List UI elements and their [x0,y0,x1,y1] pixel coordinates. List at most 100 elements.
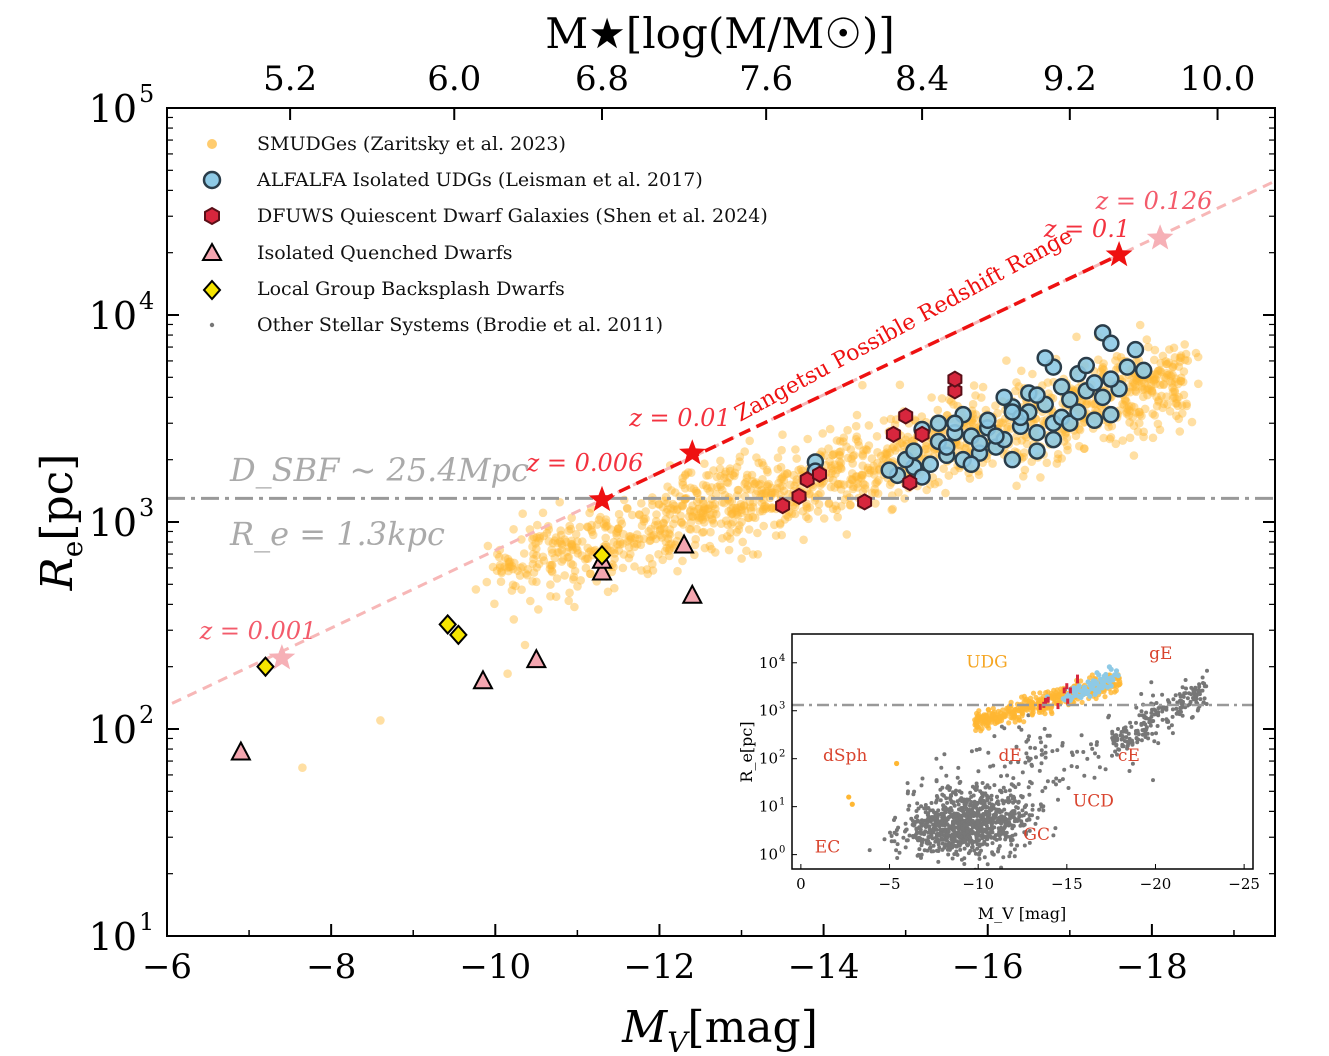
smudges-point [1134,407,1144,417]
smudges-point [678,473,687,483]
smudges-point [848,459,857,468]
smudges-point [1063,445,1072,455]
smudges-point [707,483,716,492]
inset-gc-point [934,835,939,840]
inset-gc-point [939,820,944,825]
annotation-z0126: z = 0.126 [1095,187,1213,215]
smudges-point [946,397,956,406]
inset-ge-point [1197,692,1202,697]
smudges-point [852,472,862,481]
inset-misc-point [912,822,917,827]
top-tick-label: 6.8 [575,59,629,99]
inset-alfalfa-point [1103,671,1109,678]
smudges-point [774,478,783,488]
smudges-point [744,525,754,534]
smudges-point [748,502,758,512]
smudges-point [867,488,877,498]
smudges-point [859,479,868,489]
smudges-point [490,599,499,609]
smudges-point [493,549,502,559]
inset-udg-point [976,708,982,714]
inset-gc-point [938,798,943,803]
smudges-point [873,448,882,457]
smudges-point [564,526,574,535]
smudges-point [1129,451,1139,460]
inset-gc-point [958,847,963,852]
smudges-point [849,451,859,460]
inset-misc-point [974,747,979,752]
smudges-point [788,501,798,510]
x-tick-label: −6 [142,947,192,987]
smudges-point [1147,381,1156,391]
smudges-point [1149,375,1158,385]
smudges-point [766,504,776,514]
inset-gc-point [1040,789,1045,794]
alfalfa-point [929,414,948,432]
smudges-point [528,534,537,544]
smudges-point [645,536,654,546]
smudges-point [471,585,481,594]
smudges-point [570,566,580,576]
inset-misc-point [1107,713,1111,718]
inset-udg-point [1029,701,1035,707]
smudges-point [836,458,846,468]
smudges-point [1019,472,1028,481]
smudges-point [711,548,720,557]
inset-gc-point [971,830,975,834]
inset-gc-point [935,823,940,828]
smudges-point [635,534,644,544]
smudges-point [978,382,988,392]
smudges-point [1170,360,1179,369]
inset-y-label: R_e[pc] [737,721,756,782]
smudges-point [693,488,702,498]
alfalfa-point [1077,356,1095,375]
smudges-point [488,562,498,572]
inset-gc-point [965,870,969,874]
smudges-point [1172,394,1181,404]
smudges-point [763,482,772,491]
inset-gc-point [968,803,972,808]
smudges-point [848,475,857,485]
smudges-point [696,508,706,518]
inset-misc-point [1139,721,1144,726]
smudges-point [888,444,897,453]
inset-ge-point [1149,711,1154,715]
inset-ge-point [1134,729,1139,734]
smudges-point [968,418,978,428]
smudges-point [1170,386,1179,395]
inset-gc-point [895,856,900,860]
inset-alfalfa-point [1083,688,1089,694]
inset-gc-point [989,806,994,811]
inset-gc-point [903,829,907,834]
smudges-point [1052,459,1062,468]
smudges-point [1139,427,1148,437]
smudges-point [842,490,852,499]
smudges-point [503,563,513,572]
alfalfa-point [1036,349,1054,367]
inset-dfuws-point [1038,703,1042,710]
inset-ge-point [1147,720,1152,725]
inset-ge-point [1194,693,1198,698]
smudges-point [482,577,492,587]
smudges-point [644,527,653,536]
smudges-point [730,471,739,481]
smudges-point [757,489,766,499]
alfalfa-point [1069,403,1087,421]
smudges-point [699,499,708,508]
smudges-point [1154,366,1163,375]
smudges-point [614,524,623,533]
smudges-point [833,479,843,489]
smudges-point [528,577,537,586]
smudges-point [1176,376,1185,386]
smudges-point [606,525,616,534]
inset-misc-point [1054,776,1059,781]
smudges-point [576,576,585,585]
smudges-point [1170,387,1180,397]
smudges-point [662,543,671,553]
inset-gc-point [1012,819,1017,824]
smudges-point [758,489,768,498]
smudges-point [937,394,947,403]
smudges-point [1099,365,1108,375]
inset-udg-point [1043,690,1049,696]
